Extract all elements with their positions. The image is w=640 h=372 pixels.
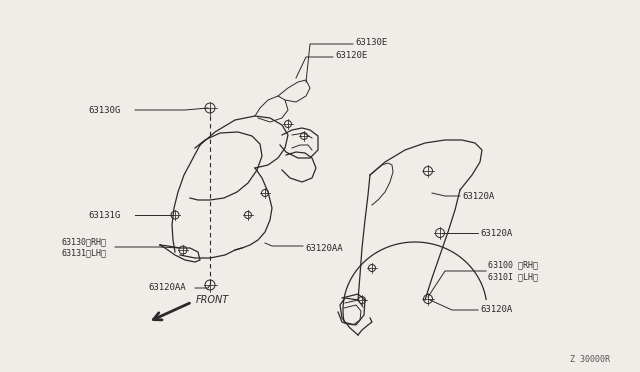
Text: 63120A: 63120A — [480, 305, 512, 314]
Text: 63120AA: 63120AA — [305, 244, 342, 253]
Text: 63130G: 63130G — [88, 106, 120, 115]
Text: 63130〈RH〉: 63130〈RH〉 — [62, 237, 107, 247]
Text: 63130E: 63130E — [355, 38, 387, 46]
Text: 63120A: 63120A — [462, 192, 494, 201]
Text: Z 30000R: Z 30000R — [570, 356, 610, 365]
Text: 63100 〈RH〉: 63100 〈RH〉 — [488, 260, 538, 269]
Text: FRONT: FRONT — [196, 295, 229, 305]
Text: 63120A: 63120A — [480, 228, 512, 237]
Text: 63120E: 63120E — [335, 51, 367, 60]
Text: 63120AA: 63120AA — [148, 283, 186, 292]
Text: 63131〈LH〉: 63131〈LH〉 — [62, 248, 107, 257]
Text: 6310I 〈LH〉: 6310I 〈LH〉 — [488, 273, 538, 282]
Text: 63131G: 63131G — [88, 211, 120, 219]
